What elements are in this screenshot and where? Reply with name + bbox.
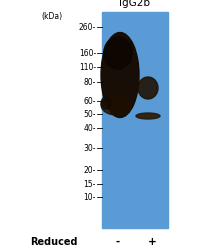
Text: 40-: 40- xyxy=(84,123,96,133)
Ellipse shape xyxy=(101,33,139,118)
Text: 10-: 10- xyxy=(84,193,96,201)
Text: 160-: 160- xyxy=(79,49,96,58)
Text: 50-: 50- xyxy=(84,110,96,119)
Text: +: + xyxy=(148,237,156,245)
Bar xyxy=(102,12,168,228)
Text: (kDa): (kDa) xyxy=(41,12,62,21)
Text: -: - xyxy=(116,237,120,245)
Text: 15-: 15- xyxy=(84,180,96,188)
Text: 20-: 20- xyxy=(84,166,96,174)
Text: 30-: 30- xyxy=(84,144,96,152)
Ellipse shape xyxy=(101,97,111,109)
Ellipse shape xyxy=(138,77,158,99)
Text: 60-: 60- xyxy=(84,97,96,106)
Text: 260-: 260- xyxy=(79,23,96,32)
Ellipse shape xyxy=(136,113,160,119)
Text: Reduced: Reduced xyxy=(30,237,78,245)
Ellipse shape xyxy=(101,95,131,115)
Text: 80-: 80- xyxy=(84,77,96,86)
Ellipse shape xyxy=(104,37,132,69)
Text: IgG2b: IgG2b xyxy=(119,0,151,8)
Text: 110-: 110- xyxy=(79,62,96,72)
